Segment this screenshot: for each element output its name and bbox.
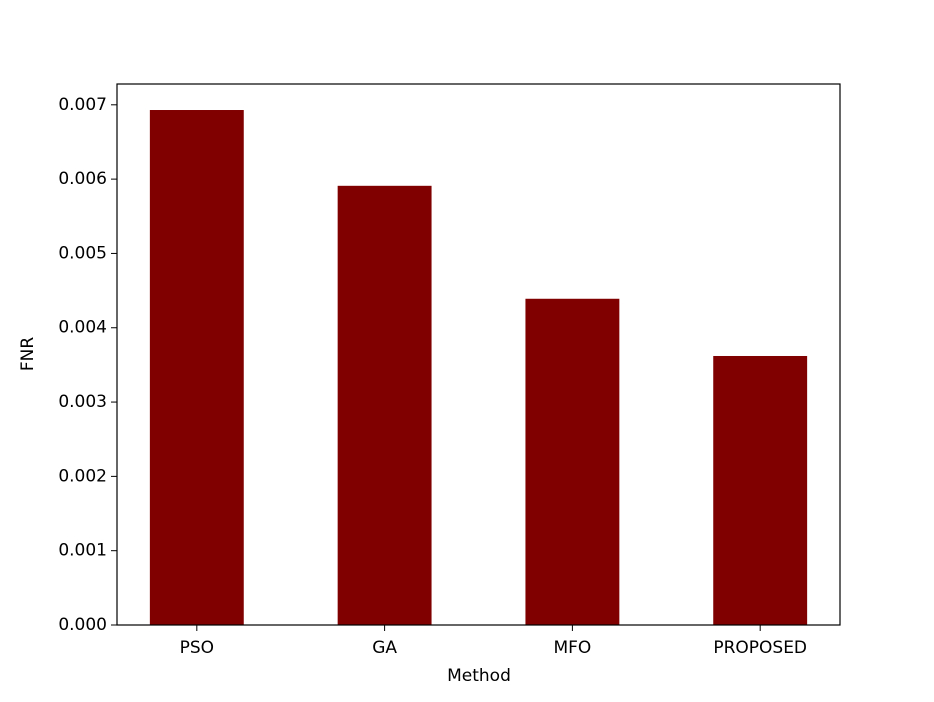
y-tick-label: 0.001 (58, 541, 107, 561)
y-axis-label: FNR (18, 337, 38, 371)
x-axis-label: Method (447, 666, 511, 686)
x-tick-label: PROPOSED (713, 638, 807, 658)
bar (149, 110, 244, 625)
y-tick-label: 0.003 (58, 392, 107, 412)
y-tick-label: 0.007 (58, 95, 107, 115)
x-tick-label: GA (372, 638, 397, 658)
bar (337, 185, 432, 625)
y-tick-label: 0.000 (58, 615, 107, 635)
y-tick-label: 0.004 (58, 318, 107, 338)
plot-frame (116, 83, 841, 626)
y-tick-label: 0.002 (58, 466, 107, 486)
x-tick-label: PSO (180, 638, 214, 658)
y-tick-label: 0.006 (58, 169, 107, 189)
bar (525, 298, 620, 625)
x-tick-label: MFO (553, 638, 591, 658)
bar (713, 355, 808, 625)
y-tick-label: 0.005 (58, 243, 107, 263)
